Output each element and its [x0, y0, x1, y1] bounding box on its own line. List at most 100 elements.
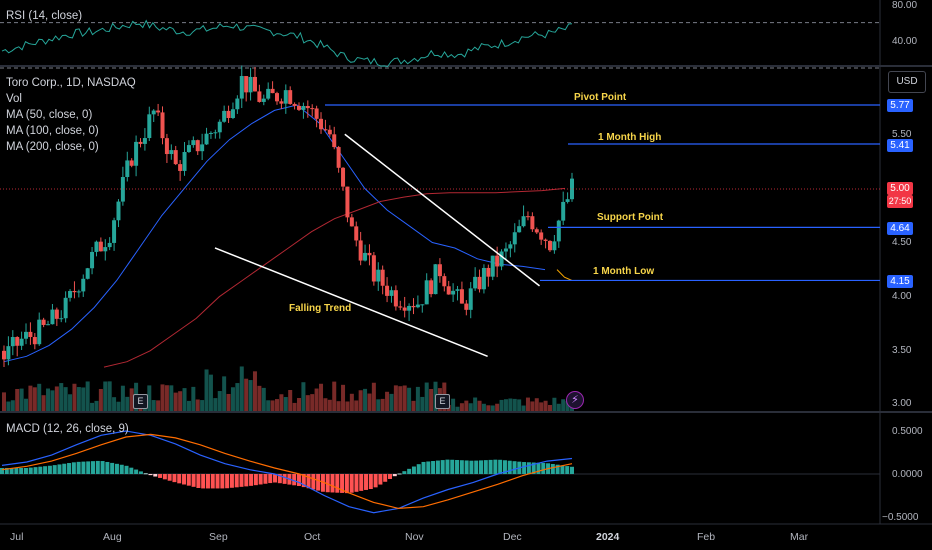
candle-body [451, 291, 455, 295]
rsi-title[interactable]: RSI (14, close) [6, 8, 82, 24]
volume-bar [381, 399, 385, 411]
candle-body [94, 242, 98, 252]
macd-histogram-bar [407, 469, 411, 474]
macd-histogram-bar [393, 474, 397, 476]
lightning-icon[interactable]: ⚡︎ [566, 391, 584, 409]
earnings-badge[interactable]: E [133, 394, 148, 409]
ma100-line [104, 188, 565, 367]
month-high-label[interactable]: 1 Month High [598, 132, 661, 143]
candle-body [310, 108, 314, 109]
volume-bar [218, 391, 222, 411]
volume-bar [42, 395, 46, 411]
volume-bar [240, 366, 244, 411]
candle-body [222, 111, 226, 122]
month-low-price-tag: 4.15 [887, 275, 913, 288]
candle-body [293, 104, 297, 106]
macd-histogram-bar [527, 462, 531, 474]
volume-bar [81, 387, 85, 411]
macd-histogram-bar [551, 464, 555, 474]
volume-bar [266, 400, 270, 411]
macd-histogram-bar [163, 474, 167, 479]
candle-body [279, 101, 283, 103]
macd-histogram-bar [426, 461, 430, 474]
macd-histogram-bar [474, 461, 478, 474]
candle-body [37, 320, 41, 345]
candle-body [297, 106, 301, 110]
volume-bar [20, 389, 24, 411]
candle-body [372, 255, 376, 281]
volume-bar [59, 383, 63, 411]
pivot-point-label[interactable]: Pivot Point [574, 92, 626, 103]
rsi-tick-80: 80.00 [892, 0, 917, 11]
volume-bar [429, 389, 433, 411]
macd-histogram-bar [412, 467, 416, 474]
candle-body [513, 232, 517, 244]
volume-bar [513, 399, 517, 411]
candle-body [77, 291, 81, 292]
volume-bar [152, 400, 156, 411]
candle-body [495, 256, 499, 267]
volume-bar [398, 386, 402, 411]
legend-ma50[interactable]: MA (50, close, 0) [6, 107, 92, 123]
volume-bar [530, 401, 534, 411]
legend-ma200[interactable]: MA (200, close, 0) [6, 139, 99, 155]
macd-histogram-bar [541, 463, 545, 474]
volume-bars [2, 366, 574, 411]
falling-trend-label[interactable]: Falling Trend [289, 303, 351, 314]
macd-histogram-bar [182, 474, 186, 485]
candle-body [205, 134, 209, 145]
candle-body [130, 160, 134, 165]
candle-body [367, 253, 371, 255]
candle-body [165, 138, 169, 154]
macd-histogram-bar [153, 474, 157, 477]
candle-body [411, 306, 415, 307]
macd-histogram-bar [29, 468, 33, 474]
macd-histogram-bar [479, 460, 483, 474]
symbol-title[interactable]: Toro Corp., 1D, NASDAQ [6, 75, 136, 91]
macd-title[interactable]: MACD (12, 26, close, 9) [6, 421, 129, 437]
volume-bar [262, 388, 266, 411]
candle-body [350, 217, 354, 226]
candle-body [244, 76, 248, 92]
volume-bar [235, 383, 239, 411]
volume-bar [535, 398, 539, 411]
volume-bar [350, 394, 354, 411]
legend-ma100[interactable]: MA (100, close, 0) [6, 123, 99, 139]
candle-body [24, 332, 28, 339]
macd-histogram-bar [81, 462, 85, 474]
candle-body [112, 220, 116, 243]
candle-body [191, 140, 195, 145]
currency-button[interactable]: USD [888, 71, 926, 93]
macd-histogram-bar [398, 473, 402, 474]
month-low-label[interactable]: 1 Month Low [593, 266, 654, 277]
macd-histogram-bar [383, 474, 387, 482]
candle-body [187, 145, 191, 152]
candle-body [156, 111, 160, 113]
macd-histogram-bar [441, 460, 445, 474]
macd-histogram-bar [259, 474, 263, 484]
macd-histogram-bar [105, 462, 109, 474]
volume-bar [473, 398, 477, 411]
volume-bar [11, 400, 15, 411]
candle-body [486, 268, 490, 277]
candle-body [125, 160, 129, 177]
macd-histogram-bar [369, 474, 373, 489]
volume-bar [460, 403, 464, 411]
macd-histogram-bar [445, 460, 449, 474]
candle-body [209, 133, 213, 134]
macd-histogram-bar [48, 466, 52, 474]
volume-bar [469, 403, 473, 411]
candle-body [262, 99, 266, 102]
support-point-label[interactable]: Support Point [597, 212, 663, 223]
earnings-badge[interactable]: E [435, 394, 450, 409]
macd-histogram-bar [249, 474, 253, 486]
candle-body [473, 277, 477, 288]
volume-bar [306, 395, 310, 411]
volume-bar [486, 405, 490, 411]
macd-histogram-bar [225, 474, 229, 488]
legend-vol[interactable]: Vol [6, 91, 22, 107]
macd-histogram-bar [158, 474, 162, 478]
time-label-2024: 2024 [596, 531, 619, 543]
macd-histogram-bar [388, 474, 392, 479]
